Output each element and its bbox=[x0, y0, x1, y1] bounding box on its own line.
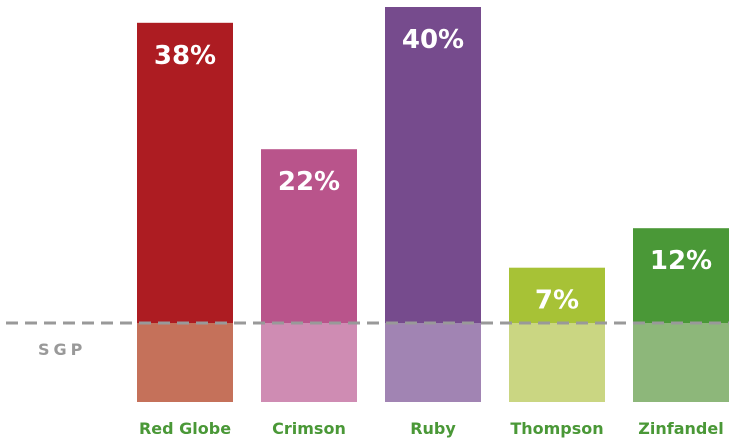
category-label-red-globe: Red Globe bbox=[139, 419, 231, 438]
bar-red-globe bbox=[137, 22, 233, 324]
bar-thompson bbox=[509, 267, 605, 323]
value-labels: 38% 22% 40% 7% 12% bbox=[154, 25, 712, 316]
bar-base-zinfandel bbox=[633, 323, 729, 402]
category-label-zinfandel: Zinfandel bbox=[638, 419, 723, 438]
bar-base-ruby bbox=[385, 323, 481, 402]
value-label-red-globe: 38% bbox=[154, 41, 216, 71]
bar-crimson bbox=[261, 149, 357, 323]
category-label-crimson: Crimson bbox=[272, 419, 346, 438]
bar-base-red-globe bbox=[137, 323, 233, 402]
value-label-thompson: 7% bbox=[535, 286, 579, 316]
bars-above-baseline bbox=[137, 7, 729, 324]
category-labels: Red Globe Crimson Ruby Thompson Zinfandel bbox=[139, 419, 724, 438]
category-label-thompson: Thompson bbox=[510, 419, 603, 438]
bar-zinfandel bbox=[633, 228, 729, 323]
category-label-ruby: Ruby bbox=[410, 419, 456, 438]
bar-base-thompson bbox=[509, 323, 605, 402]
value-label-ruby: 40% bbox=[402, 25, 464, 55]
value-label-crimson: 22% bbox=[278, 167, 340, 197]
bar-ruby bbox=[385, 7, 481, 323]
value-label-zinfandel: 12% bbox=[650, 246, 712, 276]
sgp-baseline-label: SGP bbox=[38, 340, 86, 359]
bar-base-crimson bbox=[261, 323, 357, 402]
bars-below-baseline bbox=[137, 323, 729, 402]
